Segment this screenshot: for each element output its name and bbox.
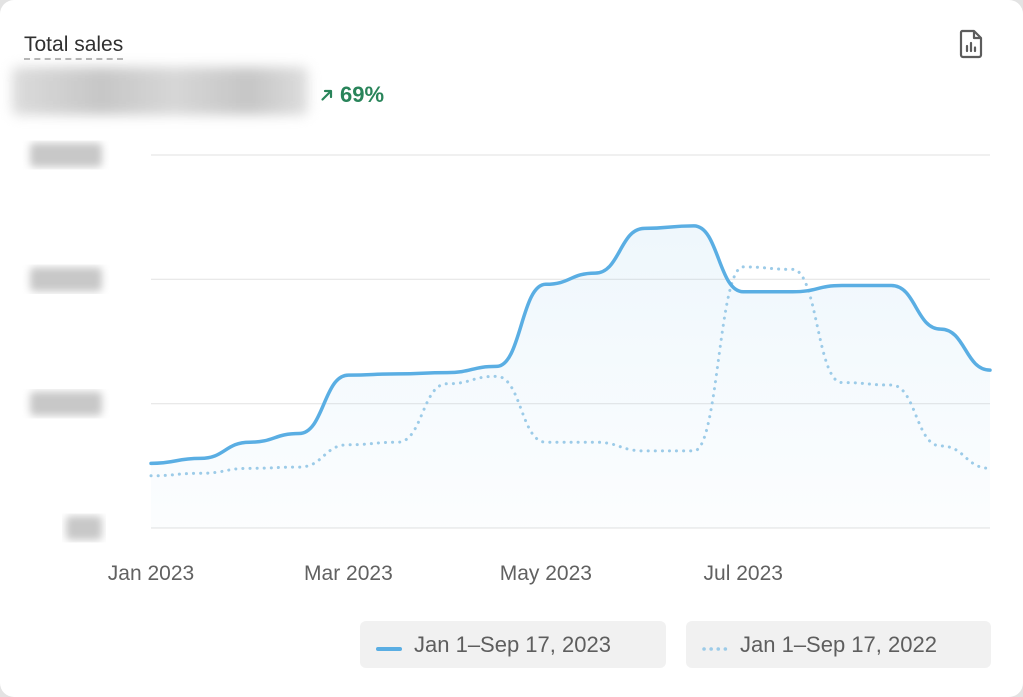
- series-current-area: [151, 225, 990, 528]
- legend-label-current: Jan 1–Sep 17, 2023: [414, 631, 611, 657]
- legend-item-previous[interactable]: Jan 1–Sep 17, 2022: [686, 621, 991, 668]
- dotted-line-swatch-icon: [702, 632, 728, 658]
- legend-label-previous: Jan 1–Sep 17, 2022: [740, 631, 937, 657]
- x-tick-label: May 2023: [500, 562, 592, 585]
- report-icon: [958, 29, 984, 64]
- sales-delta: 69%: [320, 82, 384, 108]
- x-tick-label: Jul 2023: [704, 562, 783, 585]
- report-button[interactable]: [955, 29, 987, 64]
- y-tick-label-redacted: [66, 516, 102, 540]
- series-previous-line: [149, 265, 992, 478]
- y-tick-label-redacted: [30, 267, 102, 292]
- x-tick-label: Mar 2023: [304, 562, 393, 585]
- y-tick-label-redacted: [30, 143, 102, 167]
- series-current-line: [149, 224, 992, 466]
- total-value-redacted: [12, 67, 308, 115]
- solid-line-swatch-icon: [376, 632, 402, 658]
- card-title[interactable]: Total sales: [24, 33, 124, 60]
- y-tick-label-redacted: [30, 391, 102, 416]
- delta-value: 69%: [340, 82, 385, 107]
- x-tick-label: Jan 2023: [108, 562, 194, 585]
- legend-item-current[interactable]: Jan 1–Sep 17, 2023: [360, 621, 666, 668]
- arrow-up-right-icon: [320, 82, 334, 108]
- y-axis-labels-redacted: [30, 143, 102, 540]
